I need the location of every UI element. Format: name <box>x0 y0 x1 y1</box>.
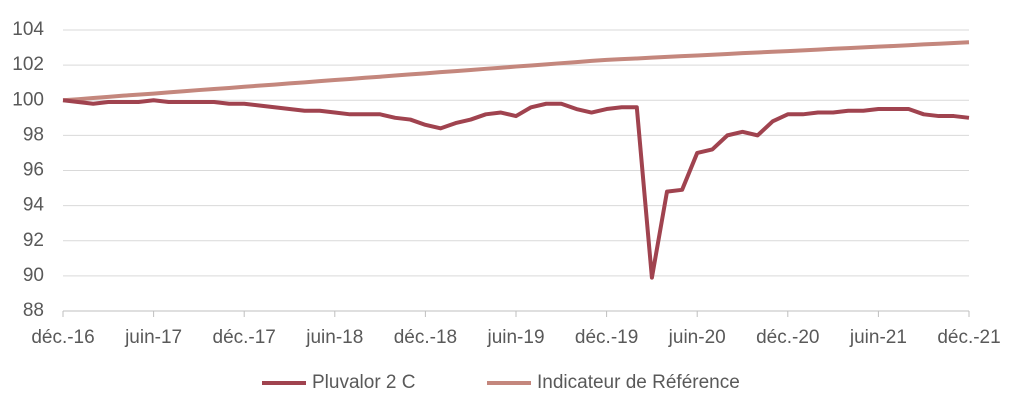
x-tick-label: juin-18 <box>305 327 363 348</box>
legend-label: Indicateur de Référence <box>537 372 740 393</box>
y-tick-label: 90 <box>23 265 44 286</box>
series-line <box>62 40 970 103</box>
y-tick-label: 94 <box>23 195 45 216</box>
x-tick-label: déc.-20 <box>756 327 819 348</box>
x-tick-label: déc.-16 <box>31 327 94 348</box>
y-tick-label: 102 <box>12 54 44 75</box>
x-tick-label: juin-21 <box>849 327 907 348</box>
x-tick-label: déc.-19 <box>575 327 638 348</box>
y-tick-label: 88 <box>23 300 44 321</box>
series-line <box>62 98 970 280</box>
legend-label: Pluvalor 2 C <box>312 372 416 393</box>
x-tick-label: déc.-21 <box>937 327 1000 348</box>
y-tick-label: 92 <box>23 230 44 251</box>
y-tick-label: 100 <box>12 89 44 110</box>
x-tick-label: juin-19 <box>486 327 544 348</box>
x-tick-label: juin-20 <box>668 327 726 348</box>
y-tick-label: 98 <box>23 124 44 145</box>
x-tick-label: déc.-18 <box>394 327 457 348</box>
y-tick-label: 96 <box>23 160 44 181</box>
y-tick-label: 104 <box>12 19 44 40</box>
x-tick-label: déc.-17 <box>213 327 276 348</box>
x-tick-label: juin-17 <box>124 327 182 348</box>
